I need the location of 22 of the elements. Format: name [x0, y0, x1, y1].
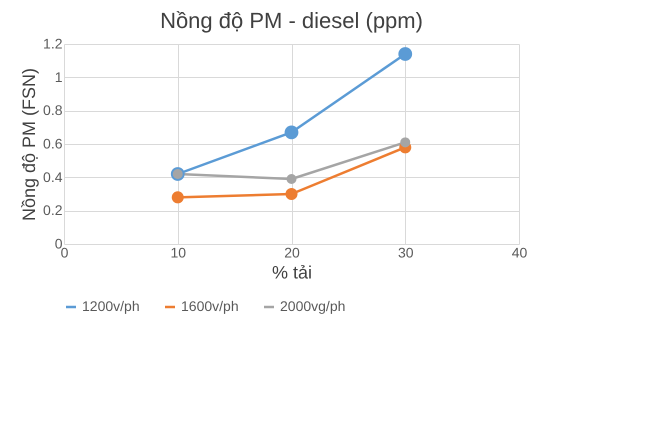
legend-label: 2000vg/ph: [280, 298, 346, 314]
point: [172, 191, 184, 204]
y-tick-label: 0.4: [43, 168, 63, 185]
legend-label: 1600v/ph: [181, 298, 239, 314]
y-axis-title: Nồng độ PM (FSN): [19, 68, 40, 222]
chart-title: Nồng độ PM - diesel (ppm): [160, 8, 423, 33]
y-tick-label: 0.8: [43, 102, 63, 118]
point: [285, 188, 298, 200]
x-tick-label: 10: [170, 244, 186, 260]
y-tick-label: 1: [54, 68, 63, 85]
y-tick-label: 0.6: [43, 136, 63, 152]
point: [400, 137, 410, 148]
x-tick-label: 30: [398, 244, 414, 260]
y-tick-label: 1.2: [43, 36, 63, 52]
point: [286, 174, 296, 184]
y-tick-label: 0.2: [43, 202, 63, 218]
x-tick-label: 20: [284, 244, 300, 260]
x-tick-label: 40: [512, 244, 528, 260]
point: [284, 125, 298, 140]
x-axis-title: % tải: [272, 262, 312, 282]
point: [398, 47, 412, 61]
legend-label: 1200v/ph: [82, 298, 140, 314]
